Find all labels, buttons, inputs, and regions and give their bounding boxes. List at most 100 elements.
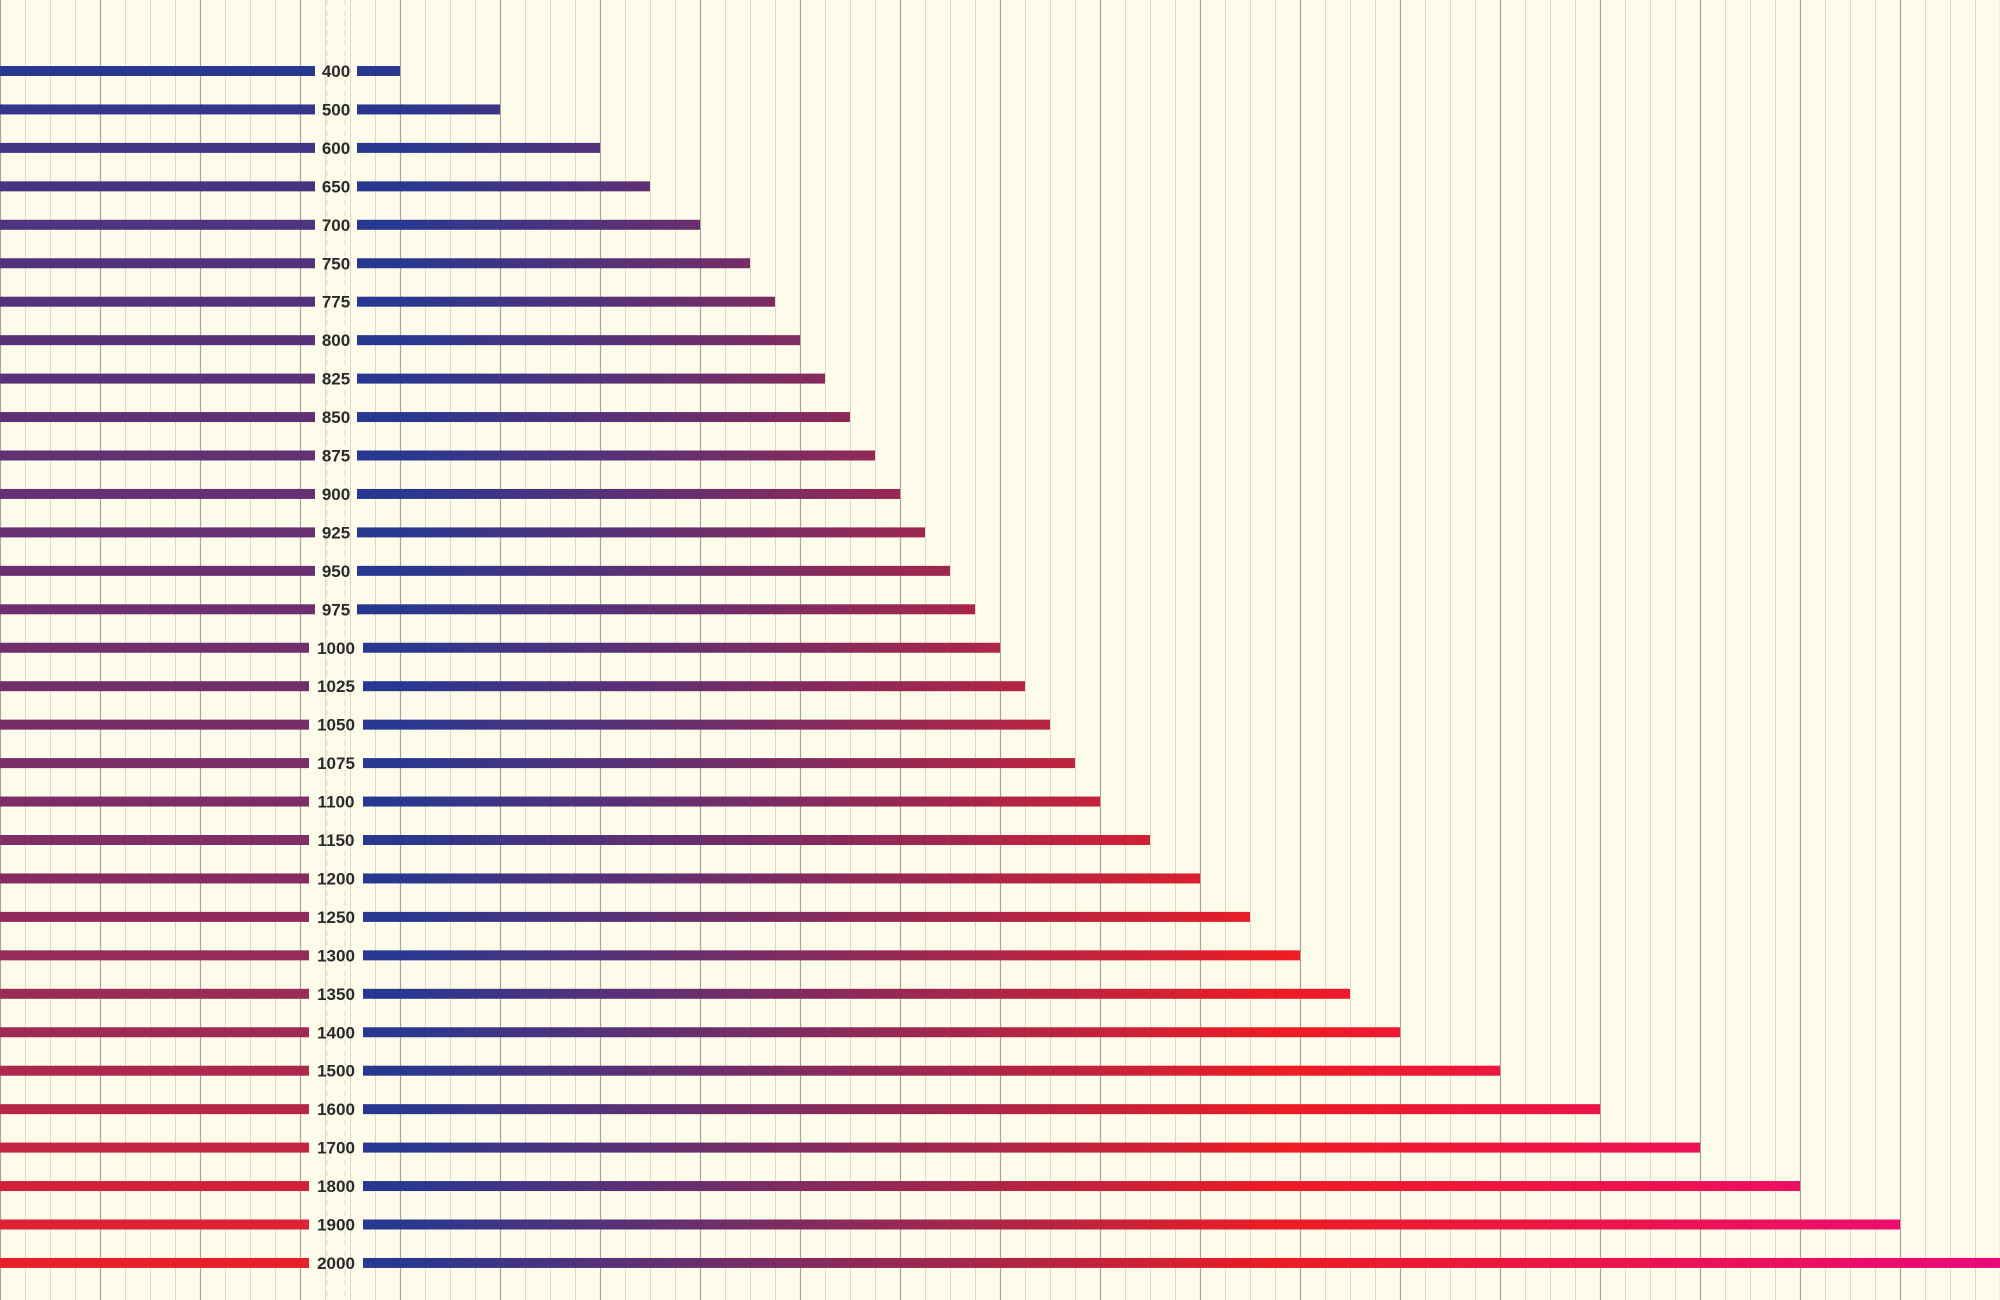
- bar-left-segment: [0, 219, 315, 230]
- bar-value-segment: [363, 1181, 1800, 1192]
- category-label: 775: [322, 293, 350, 312]
- bar-left-segment: [0, 911, 309, 922]
- bar-left-segment: [0, 296, 315, 307]
- bar-left-segment: [0, 1142, 309, 1153]
- bar-left-segment: [0, 142, 315, 153]
- category-label: 1400: [317, 1023, 355, 1042]
- bar-left-segment: [0, 1257, 309, 1268]
- bar-left-segment: [0, 335, 315, 346]
- bar-value-segment: [363, 1257, 2000, 1268]
- category-label: 1900: [317, 1216, 355, 1235]
- bar-value-segment: [357, 565, 950, 576]
- category-label: 950: [322, 562, 350, 581]
- bar-value-segment: [363, 681, 1025, 692]
- bar-value-segment: [363, 1027, 1400, 1038]
- bar-left-segment: [0, 66, 315, 76]
- bar-value-segment: [363, 988, 1350, 999]
- bar-left-segment: [0, 181, 315, 192]
- bar-value-segment: [357, 142, 600, 153]
- bar-value-segment: [363, 873, 1200, 884]
- bar-left-segment: [0, 373, 315, 384]
- bar-left-segment: [0, 988, 309, 999]
- category-label: 1350: [317, 985, 355, 1004]
- bar-left-segment: [0, 1104, 309, 1115]
- bar-left-segment: [0, 873, 309, 884]
- bar-left-segment: [0, 488, 315, 499]
- bar-value-segment: [357, 488, 900, 499]
- bar-value-segment: [357, 258, 750, 269]
- category-labels: 400 500 600 650 700 750 775 800 825 850 875 900 925 9…: [317, 62, 355, 1273]
- bar-left-segment: [0, 527, 315, 538]
- category-label: 875: [322, 447, 350, 466]
- bar-value-segment: [357, 181, 650, 192]
- bar-value-segment: [357, 219, 700, 230]
- bar-left-segment: [0, 835, 309, 845]
- category-label: 1250: [317, 908, 355, 927]
- bar-value-segment: [357, 450, 875, 461]
- bar-value-segment: [357, 66, 400, 76]
- category-label: 500: [322, 100, 350, 119]
- category-label: 925: [322, 523, 350, 542]
- bar-left-segment: [0, 1219, 309, 1230]
- bar-value-segment: [357, 527, 925, 538]
- category-label: 700: [322, 216, 350, 235]
- category-label: 1200: [317, 869, 355, 888]
- bar-left-segment: [0, 1181, 309, 1192]
- category-label: 800: [322, 331, 350, 350]
- category-label: 2000: [317, 1254, 355, 1273]
- bar-left-segment: [0, 719, 309, 730]
- category-label: 1100: [318, 793, 355, 812]
- bar-value-segment: [357, 335, 800, 346]
- bar-left-segment: [0, 604, 315, 615]
- bar-value-segment: [363, 835, 1150, 845]
- bar-left-segment: [0, 104, 315, 115]
- category-label: 900: [322, 485, 350, 504]
- bar-left-segment: [0, 258, 315, 269]
- bar-left-segment: [0, 450, 315, 461]
- category-label: 600: [322, 139, 350, 158]
- category-label: 1050: [317, 716, 355, 735]
- category-label: 975: [322, 600, 350, 619]
- category-label: 850: [322, 408, 350, 427]
- category-label: 1075: [317, 754, 355, 773]
- bar-value-segment: [363, 1142, 1700, 1153]
- category-label: 1300: [317, 946, 355, 965]
- bar-value-segment: [357, 373, 825, 384]
- category-label: 1700: [317, 1139, 355, 1158]
- bar-value-segment: [357, 412, 850, 423]
- category-label: 825: [322, 370, 350, 389]
- bar-left-segment: [0, 758, 309, 769]
- bar-value-segment: [357, 104, 500, 115]
- bar-value-segment: [363, 1104, 1600, 1115]
- bar-left-segment: [0, 1027, 309, 1038]
- category-label: 1150: [318, 831, 355, 850]
- category-label: 400: [322, 62, 350, 81]
- bar-left-segment: [0, 796, 309, 807]
- bar-left-segment: [0, 1065, 309, 1076]
- bar-value-segment: [363, 642, 1000, 653]
- bar-value-segment: [363, 758, 1075, 769]
- category-label: 1025: [317, 677, 355, 696]
- bar-value-segment: [357, 604, 975, 615]
- category-label: 1500: [317, 1062, 355, 1081]
- category-label: 750: [322, 254, 350, 273]
- bar-value-segment: [363, 1065, 1500, 1076]
- bar-value-segment: [357, 296, 775, 307]
- bar-value-segment: [363, 1219, 1900, 1230]
- bar-value-segment: [363, 796, 1100, 807]
- category-label: 1800: [317, 1177, 355, 1196]
- category-label: 1600: [317, 1100, 355, 1119]
- bars: [0, 66, 2000, 1268]
- category-label: 1000: [317, 639, 355, 658]
- bar-value-segment: [363, 911, 1250, 922]
- bar-value-segment: [363, 719, 1050, 730]
- bar-left-segment: [0, 412, 315, 423]
- category-label: 650: [322, 177, 350, 196]
- bar-value-segment: [363, 950, 1300, 961]
- bar-left-segment: [0, 681, 309, 692]
- bar-left-segment: [0, 642, 309, 653]
- bar-left-segment: [0, 565, 315, 576]
- bar-left-segment: [0, 950, 309, 961]
